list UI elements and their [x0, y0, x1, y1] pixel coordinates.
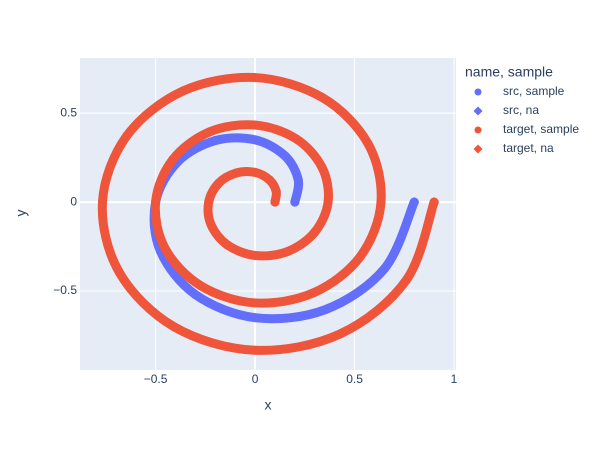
legend-marker: [473, 144, 483, 154]
point: [178, 86, 188, 96]
legend-label: target, na: [503, 141, 554, 155]
point: [291, 134, 301, 144]
point: [379, 264, 389, 274]
point: [250, 167, 260, 177]
point: [250, 313, 260, 323]
legend-label: src, na: [503, 103, 539, 117]
point: [231, 168, 241, 178]
point: [271, 186, 281, 196]
point: [250, 120, 260, 130]
legend-marker: [474, 126, 482, 134]
x-tick-label: 0.5: [346, 372, 363, 386]
legend-marker: [474, 88, 482, 96]
point: [204, 197, 214, 207]
point: [214, 178, 224, 188]
point: [222, 240, 232, 250]
point: [293, 175, 303, 185]
legend-title: name, sample: [465, 64, 553, 80]
legend-label: src, sample: [503, 84, 565, 98]
y-axis-label: y: [13, 210, 29, 217]
point: [250, 298, 260, 308]
point: [280, 151, 290, 161]
legend-marker: [473, 106, 483, 116]
point: [160, 244, 170, 254]
point: [114, 267, 124, 277]
legend: src, sample src, na target, sample target, …: [473, 84, 579, 155]
point: [376, 197, 386, 207]
point: [210, 136, 220, 146]
point: [264, 175, 274, 185]
legend-label: target, sample: [503, 122, 579, 136]
point: [250, 135, 260, 145]
point: [196, 281, 206, 291]
point: [323, 197, 333, 207]
point: [309, 228, 319, 238]
y-tick-label: 0: [70, 194, 77, 208]
point: [335, 329, 345, 339]
point: [206, 220, 216, 230]
point: [151, 197, 161, 207]
point: [205, 127, 215, 137]
point: [122, 131, 132, 141]
point: [169, 322, 179, 332]
point: [168, 155, 178, 165]
point: [282, 247, 292, 257]
y-tick-label: −0.5: [53, 283, 77, 297]
marks: [97, 72, 440, 355]
point: [270, 197, 280, 207]
point: [355, 252, 365, 262]
point: [250, 345, 260, 355]
point: [97, 197, 107, 207]
x-tick-label: 0: [252, 372, 259, 386]
point: [429, 197, 440, 208]
y-tick-label: 0.5: [60, 105, 77, 119]
point: [190, 290, 200, 300]
point: [320, 305, 330, 315]
point: [409, 197, 420, 208]
point: [309, 288, 319, 298]
point: [250, 250, 260, 260]
point: [317, 163, 327, 173]
point: [290, 197, 300, 207]
plot-area: [80, 58, 456, 370]
point: [363, 139, 373, 149]
point: [250, 73, 260, 83]
x-tick-label: −0.5: [144, 372, 168, 386]
x-tick-label: 1: [451, 372, 458, 386]
point: [401, 275, 411, 285]
point: [318, 93, 328, 103]
x-axis-label: x: [265, 397, 272, 413]
